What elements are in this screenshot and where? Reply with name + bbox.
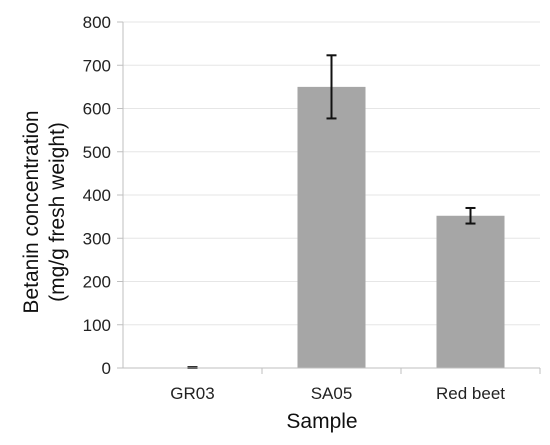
x-axis-title: Sample — [286, 410, 357, 433]
y-tick-label-5: 500 — [83, 143, 111, 162]
y-tick-label-1: 100 — [83, 316, 111, 335]
y-tick-label-2: 200 — [83, 273, 111, 292]
x-tick-label-0: GR03 — [170, 384, 214, 403]
y-axis-title-line1: Betanin concentration — [20, 110, 43, 313]
bars — [158, 86, 505, 368]
y-tick-label-7: 700 — [83, 56, 111, 75]
x-tick-labels: GR03 SA05 Red beet — [170, 384, 505, 403]
y-tick-label-6: 600 — [83, 100, 111, 119]
y-tick-labels: 0 100 200 300 400 500 600 700 800 — [83, 13, 111, 378]
y-tick-label-3: 300 — [83, 229, 111, 248]
x-tick-label-2: Red beet — [436, 384, 505, 403]
y-tick-label-0: 0 — [102, 359, 111, 378]
bar-1 — [297, 86, 366, 368]
x-tick-label-1: SA05 — [311, 384, 353, 403]
axes — [122, 22, 541, 374]
y-tick-label-4: 400 — [83, 186, 111, 205]
bar-2 — [436, 215, 505, 368]
y-axis-title-line2: (mg/g fresh weight) — [46, 122, 69, 302]
y-axis-title: Betanin concentration (mg/g fresh weight… — [20, 110, 69, 313]
y-tick-label-8: 800 — [83, 13, 111, 32]
